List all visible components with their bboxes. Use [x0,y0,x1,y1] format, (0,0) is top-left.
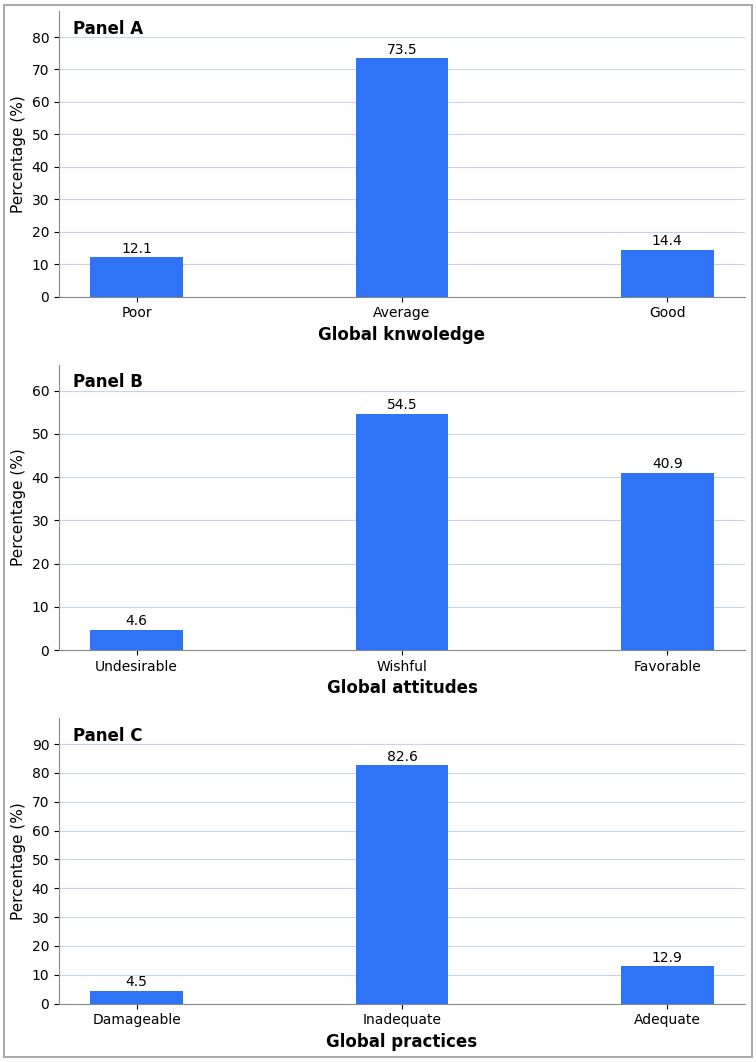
Bar [90,257,183,296]
Bar [90,630,183,650]
Y-axis label: Percentage (%): Percentage (%) [11,448,26,566]
Text: 12.9: 12.9 [652,950,683,965]
Bar [355,414,448,650]
X-axis label: Global practices: Global practices [327,1033,478,1051]
Bar [355,58,448,296]
Y-axis label: Percentage (%): Percentage (%) [11,95,26,212]
X-axis label: Global attitudes: Global attitudes [327,680,477,698]
Text: 12.1: 12.1 [121,242,152,256]
Text: 73.5: 73.5 [386,42,417,56]
Y-axis label: Percentage (%): Percentage (%) [11,802,26,920]
Bar [355,766,448,1004]
Bar [621,250,714,296]
Bar [621,474,714,650]
Text: 54.5: 54.5 [386,398,417,412]
Text: Panel A: Panel A [73,20,143,37]
Text: 14.4: 14.4 [652,235,683,249]
Text: 4.6: 4.6 [125,614,147,628]
Text: 82.6: 82.6 [386,750,417,764]
Bar [90,991,183,1004]
X-axis label: Global knwoledge: Global knwoledge [318,326,485,344]
Text: 40.9: 40.9 [652,457,683,472]
Text: Panel B: Panel B [73,373,143,391]
Text: 4.5: 4.5 [125,975,147,989]
Text: Panel C: Panel C [73,726,142,744]
Bar [621,966,714,1004]
